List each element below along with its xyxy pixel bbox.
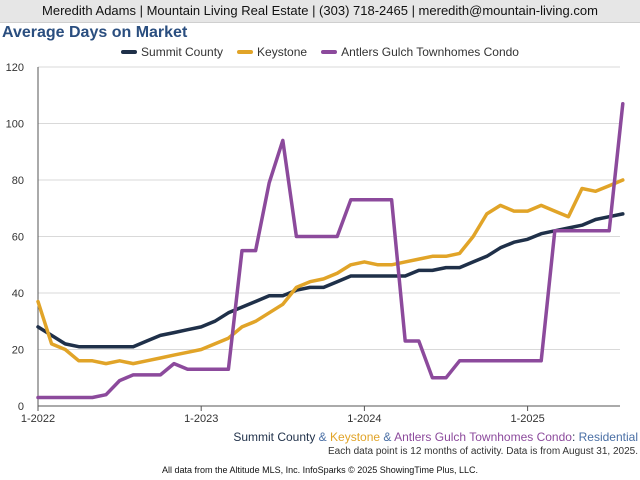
caption-colon: : [571,430,576,444]
y-tick-label-80: 80 [12,175,24,187]
legend-item-keystone: Keystone [237,45,307,59]
legend-label-keystone: Keystone [257,45,308,59]
legend-swatch-keystone [237,50,254,54]
series-caption: Summit County & Keystone & Antlers Gulch… [233,430,638,444]
y-tick-label-40: 40 [12,288,24,300]
caption-amp-2: & [380,430,395,444]
x-tick-label-1-2025: 1-2025 [510,413,544,425]
y-tick-label-120: 120 [6,62,24,74]
y-tick-label-60: 60 [12,232,24,244]
legend-item-antlers: Antlers Gulch Townhomes Condo [321,45,519,59]
series-line-summit-county [36,212,625,349]
data-note: Each data point is 12 months of activity… [328,446,638,457]
series-lines [36,101,625,400]
x-tick-label-1-2023: 1-2023 [184,413,218,425]
data-credit: All data from the Altitude MLS, Inc. Inf… [162,465,478,475]
y-tick-label-0: 0 [18,401,24,413]
axes: 0 20 40 60 80 100 120 1-2022 1-2023 1-2024 1-2025 [6,62,620,425]
chart-title: Average Days on Market [2,24,188,41]
series-line-antlers-gulch [36,101,625,400]
caption-summit: Summit County [233,430,316,444]
x-tick-label-1-2024: 1-2024 [347,413,381,425]
chart-legend: Summit County Keystone Antlers Gulch Tow… [0,44,640,60]
caption-keystone: Keystone [330,430,381,444]
contact-text: Meredith Adams | Mountain Living Real Es… [42,3,598,18]
x-tick-label-1-2022: 1-2022 [21,413,55,425]
legend-swatch-antlers [321,50,338,54]
caption-property-type: Residential [575,430,638,444]
caption-amp-1: & [315,430,331,444]
legend-item-summit: Summit County [121,45,223,59]
contact-header: Meredith Adams | Mountain Living Real Es… [0,0,640,23]
legend-swatch-summit [121,50,138,54]
y-tick-label-20: 20 [12,345,24,357]
legend-label-summit: Summit County [141,45,224,59]
legend-label-antlers: Antlers Gulch Townhomes Condo [341,45,519,59]
series-line-keystone [36,178,625,366]
y-tick-label-100: 100 [6,119,24,131]
caption-antlers: Antlers Gulch Townhomes Condo [394,430,572,444]
